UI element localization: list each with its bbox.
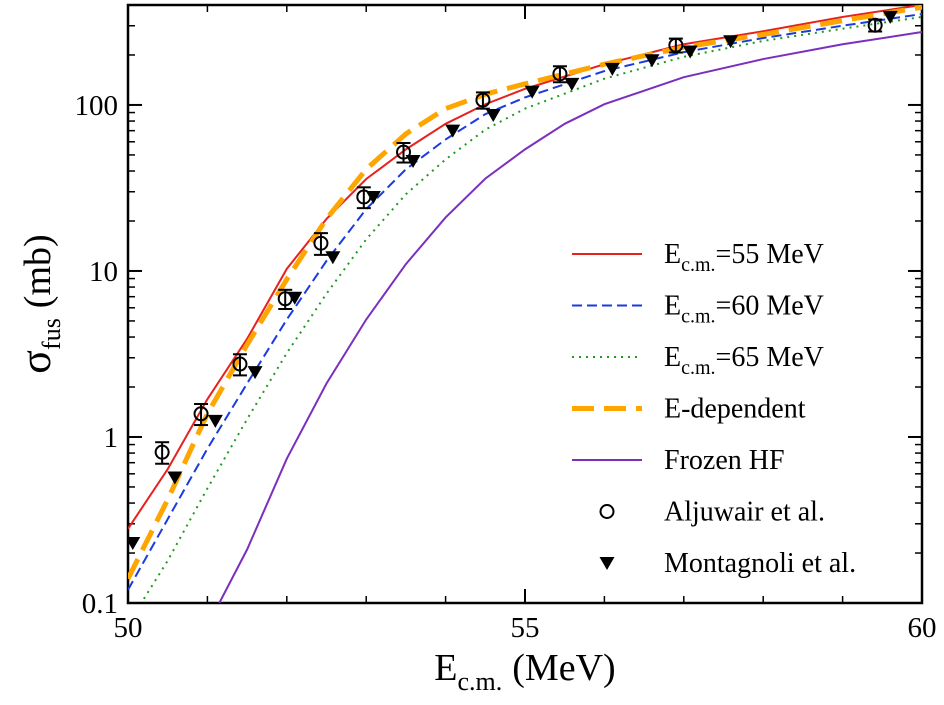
x-label-main: E bbox=[434, 647, 457, 689]
series-line bbox=[218, 31, 922, 603]
data-point bbox=[313, 235, 329, 251]
data-point bbox=[668, 37, 684, 53]
data-point bbox=[723, 35, 739, 49]
legend-label: Ec.m.=65 MeV bbox=[664, 342, 824, 379]
y-tick-label: 1 bbox=[104, 422, 119, 454]
data-point bbox=[644, 54, 660, 68]
data-point bbox=[405, 154, 421, 168]
legend-label-rest: =60 MeV bbox=[716, 291, 824, 322]
series-line bbox=[128, 5, 922, 580]
data-point bbox=[396, 144, 412, 160]
legend-label-main: E bbox=[664, 239, 681, 270]
data-point bbox=[154, 444, 170, 460]
legend-label: Ec.m.=55 MeV bbox=[664, 239, 824, 276]
legend-label: Aljuwair et al. bbox=[664, 497, 825, 528]
data-point bbox=[287, 291, 303, 305]
series-line bbox=[128, 5, 922, 530]
legend-label-sub: c.m. bbox=[681, 254, 715, 276]
y-label-unit: (mb) bbox=[17, 234, 59, 308]
data-point bbox=[475, 92, 491, 108]
y-tick-label: 100 bbox=[75, 90, 119, 122]
y-label-main: σ bbox=[11, 350, 60, 374]
data-point bbox=[552, 66, 568, 82]
y-tick-label: 10 bbox=[89, 256, 118, 288]
series-line bbox=[128, 13, 922, 591]
legend-label: E-dependent bbox=[664, 394, 806, 425]
data-point bbox=[445, 124, 461, 138]
legend-label-sub: c.m. bbox=[681, 306, 715, 328]
plot-area bbox=[128, 5, 922, 603]
data-point bbox=[867, 17, 883, 33]
legend-label-rest: =55 MeV bbox=[716, 239, 824, 270]
y-axis-label: σfus (mb) bbox=[11, 234, 66, 373]
legend-label: Montagnoli et al. bbox=[664, 548, 856, 579]
data-point bbox=[167, 471, 183, 485]
legend-label: Frozen HF bbox=[664, 445, 785, 476]
data-point bbox=[882, 10, 898, 24]
data-point bbox=[325, 251, 341, 265]
y-label-sub: fus bbox=[37, 318, 66, 350]
data-point bbox=[207, 414, 223, 428]
x-axis-label: Ec.m. (MeV) bbox=[434, 647, 615, 696]
legend-label: Ec.m.=60 MeV bbox=[664, 291, 824, 328]
x-label-unit: (MeV) bbox=[512, 647, 615, 689]
x-label-sub: c.m. bbox=[458, 667, 503, 696]
x-tick-label: 60 bbox=[908, 612, 937, 644]
data-point bbox=[247, 366, 263, 380]
data-point bbox=[524, 85, 540, 99]
data-point bbox=[365, 190, 381, 204]
legend-label-main: E bbox=[664, 291, 681, 322]
data-point bbox=[232, 356, 248, 372]
legend-label-rest: =65 MeV bbox=[716, 342, 824, 373]
legend-label-sub: c.m. bbox=[681, 357, 715, 379]
y-tick-label: 0.1 bbox=[82, 588, 118, 620]
data-point bbox=[128, 536, 141, 550]
x-tick-label: 50 bbox=[114, 612, 143, 644]
x-tick-label: 55 bbox=[511, 612, 540, 644]
legend-label-main: E bbox=[664, 342, 681, 373]
legend-swatch bbox=[599, 557, 615, 570]
data-point bbox=[485, 108, 501, 122]
data-point bbox=[564, 77, 580, 91]
legend-swatch bbox=[599, 504, 615, 519]
data-point bbox=[682, 45, 698, 59]
data-point bbox=[193, 406, 209, 422]
data-point bbox=[604, 62, 620, 76]
